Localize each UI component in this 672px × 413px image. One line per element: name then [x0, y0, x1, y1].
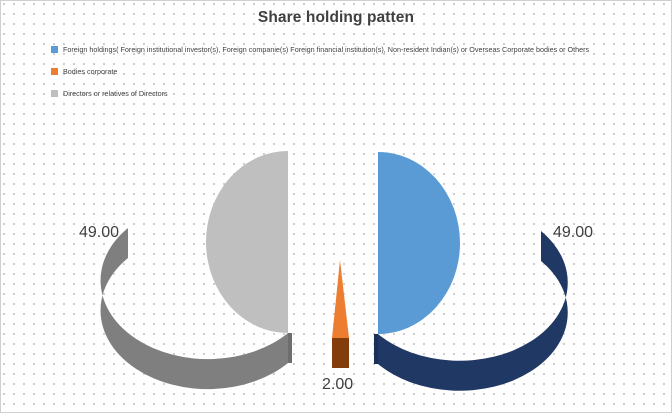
- data-label-orange-slice: 2.00: [322, 376, 354, 393]
- pie-slice-blue-top: [378, 152, 460, 334]
- chart-title: Share holding patten: [257, 9, 415, 26]
- pie-slice-blue[interactable]: [374, 152, 568, 391]
- legend-item-directors[interactable]: Directors or relatives of Directors: [51, 86, 651, 101]
- legend-item-foreign-holdings[interactable]: Foreign holdings( Foreign institutional …: [51, 42, 651, 57]
- data-label-blue-slice: 49.00: [553, 224, 594, 241]
- pie-slice-orange-top: [332, 260, 349, 338]
- pie-slice-orange-side: [332, 338, 349, 368]
- pie-slice-orange[interactable]: [332, 260, 349, 368]
- pie-slice-gray-edge-wall: [288, 333, 292, 363]
- pie-slice-gray-side: [100, 228, 289, 390]
- legend-label-bodies-corporate: Bodies corporate: [63, 66, 118, 76]
- pie-slice-blue-side: [378, 231, 568, 391]
- legend-label-directors: Directors or relatives of Directors: [63, 88, 168, 98]
- pie-slice-blue-edge-wall: [374, 334, 378, 364]
- data-label-gray-slice: 49.00: [79, 224, 120, 241]
- chart-legend: Foreign holdings( Foreign institutional …: [51, 42, 651, 108]
- legend-label-foreign-holdings: Foreign holdings( Foreign institutional …: [63, 44, 590, 54]
- pie-slice-gray[interactable]: [100, 151, 292, 390]
- legend-item-bodies-corporate[interactable]: Bodies corporate: [51, 64, 651, 79]
- pie-slice-gray-top: [206, 151, 288, 333]
- legend-swatch-gray-icon: [51, 90, 58, 97]
- legend-swatch-blue-icon: [51, 46, 58, 53]
- legend-swatch-orange-icon: [51, 68, 58, 75]
